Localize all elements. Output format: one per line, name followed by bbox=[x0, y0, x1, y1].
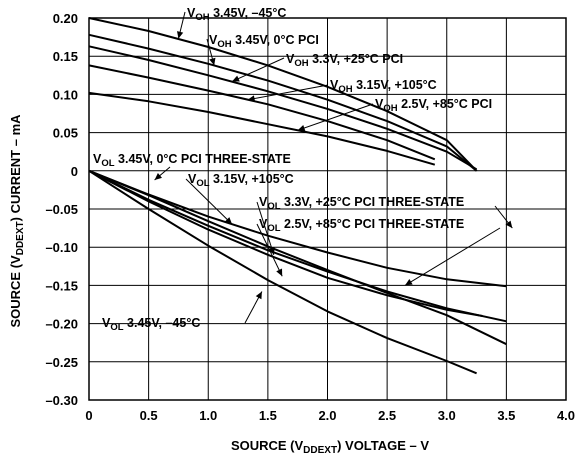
series-label-2: VOH 3.45V, 0°C PCI bbox=[209, 33, 319, 50]
leader-arrow-1 bbox=[177, 31, 184, 39]
leader-arrow-8 bbox=[268, 247, 275, 255]
series-label-4: VOH 3.15V, +105°C bbox=[330, 78, 437, 95]
x-tick-label: 1.5 bbox=[259, 408, 277, 423]
leader-arrow-9-b bbox=[405, 279, 413, 286]
y-tick-label: –0.05 bbox=[45, 202, 78, 217]
leader-line-9-b bbox=[404, 227, 501, 286]
x-tick-label: 2.5 bbox=[378, 408, 396, 423]
series-line-5 bbox=[88, 91, 436, 166]
series-label-7: VOL 3.15V, +105°C bbox=[188, 172, 294, 189]
y-tick-label: 0.05 bbox=[53, 126, 78, 141]
x-tick-label: 4.0 bbox=[557, 408, 575, 423]
grid bbox=[88, 17, 567, 401]
series-label-8: VOL 3.3V, +25°C PCI THREE-STATE bbox=[259, 195, 464, 212]
plot-frame bbox=[88, 17, 567, 401]
x-axis-title: SOURCE (VDDEXT) VOLTAGE – V bbox=[231, 438, 429, 456]
y-tick-label: 0.10 bbox=[53, 87, 78, 102]
series-line-6 bbox=[88, 169, 507, 323]
y-tick-label: –0.30 bbox=[45, 393, 78, 408]
leader-line-5 bbox=[297, 103, 374, 131]
leader-arrow-2 bbox=[209, 57, 216, 66]
series-line-3 bbox=[88, 45, 478, 171]
x-tick-label: 2.0 bbox=[318, 408, 336, 423]
tick-labels: 0 0.5 1.0 1.5 2.0 2.5 3.0 3.5 4.0 0.20 0.15 0.10 0.0… bbox=[45, 11, 575, 423]
y-axis-title: SOURCE (VDDEXT) CURRENT – mA bbox=[8, 114, 26, 328]
series-label-6: VOL 3.45V, 0°C PCI THREE-STATE bbox=[93, 152, 291, 169]
leader-arrow-10 bbox=[255, 291, 262, 300]
y-tick-label: –0.15 bbox=[45, 278, 78, 293]
series-line-7 bbox=[88, 169, 507, 288]
y-tick-label: 0.15 bbox=[53, 49, 78, 64]
series-line-8 bbox=[88, 169, 483, 317]
series-line-9 bbox=[88, 169, 507, 346]
series-line-4 bbox=[88, 64, 436, 161]
leader-arrow-6 bbox=[154, 173, 163, 180]
leader-arrow-5 bbox=[297, 124, 306, 132]
series-label-5: VOH 2.5V, +85°C PCI bbox=[375, 97, 492, 114]
series-line-10 bbox=[88, 169, 477, 375]
leader-arrow-8-b bbox=[505, 220, 513, 229]
leader-line-9 bbox=[256, 223, 283, 277]
y-tick-label: 0.20 bbox=[53, 11, 78, 26]
series-label-3: VOH 3.3V, +25°C PCI bbox=[286, 52, 403, 69]
y-tick-label: –0.20 bbox=[45, 317, 78, 332]
x-tick-label: 3.0 bbox=[438, 408, 456, 423]
series-label-1: VOH 3.45V, –45°C bbox=[187, 6, 286, 23]
annotations: VOH 3.45V, –45°C VOH 3.45V, 0°C PCI VOH 3.… bbox=[93, 6, 492, 333]
series-label-9: VOL 2.5V, +85°C PCI THREE-STATE bbox=[259, 217, 464, 234]
x-tick-label: 3.5 bbox=[497, 408, 515, 423]
x-tick-label: 0 bbox=[85, 408, 92, 423]
leader-line-3 bbox=[231, 57, 285, 82]
leader-line-8 bbox=[256, 201, 275, 255]
leader-arrow-9 bbox=[276, 268, 283, 277]
leader-line-4 bbox=[247, 84, 329, 101]
x-tick-label: 1.0 bbox=[199, 408, 217, 423]
y-tick-label: 0 bbox=[71, 164, 78, 179]
series-line-1 bbox=[88, 17, 478, 172]
annotation-leaders bbox=[154, 11, 513, 324]
y-tick-label: –0.10 bbox=[45, 240, 78, 255]
leader-arrow-3 bbox=[232, 75, 240, 82]
leader-line-7 bbox=[185, 178, 233, 225]
leader-arrow-4 bbox=[247, 95, 256, 102]
y-tick-label: –0.25 bbox=[45, 355, 78, 370]
x-tick-label: 0.5 bbox=[140, 408, 158, 423]
series-label-10: VOL 3.45V, –45°C bbox=[102, 316, 200, 333]
leader-arrow-7 bbox=[224, 217, 233, 225]
